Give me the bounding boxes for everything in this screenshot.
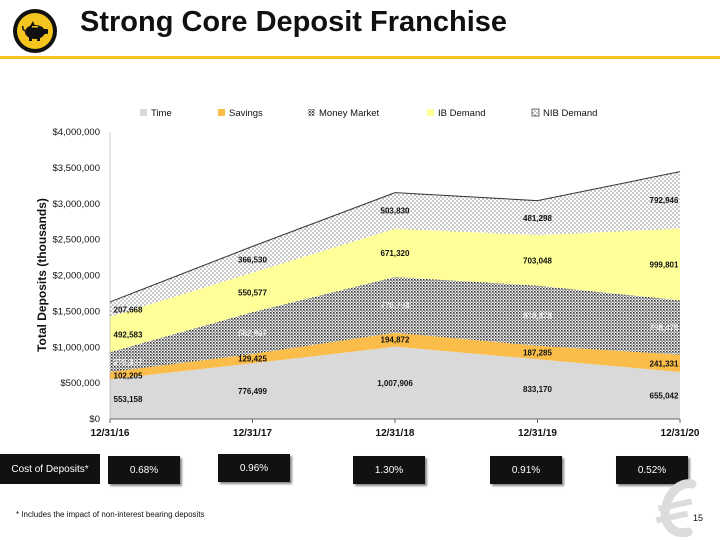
- data-label-time: 553,158: [114, 395, 143, 404]
- data-label-ib-demand: 671,320: [381, 249, 410, 258]
- data-label-ib-demand: 492,583: [114, 330, 143, 339]
- data-label-savings: 102,205: [114, 372, 143, 381]
- data-label-time: 655,042: [650, 392, 679, 401]
- data-label-money-market: 838,378: [523, 312, 552, 321]
- cost-of-deposits-2018: 1.30%: [353, 456, 425, 484]
- data-label-ib-demand: 999,801: [650, 260, 679, 269]
- data-label-money-market: 776,793: [381, 301, 410, 310]
- y-tick-label: $3,000,000: [52, 199, 100, 210]
- y-tick-label: $0: [89, 414, 100, 425]
- logo: [13, 9, 57, 53]
- area-ib-demand: [110, 228, 680, 353]
- data-label-time: 1,007,906: [377, 379, 413, 388]
- cost-of-deposits-2017: 0.96%: [218, 454, 290, 482]
- legend-swatch-time: [140, 109, 147, 116]
- legend-label-nib-demand: NIB Demand: [543, 108, 597, 119]
- page-number: 15: [693, 513, 704, 523]
- legend-swatch-money-market: [308, 109, 315, 116]
- data-label-nib-demand: 366,530: [238, 256, 267, 265]
- x-tick-label: 12/31/17: [233, 428, 272, 439]
- legend-label-ib-demand: IB Demand: [438, 108, 486, 119]
- y-tick-label: $1,500,000: [52, 306, 100, 317]
- legend-label-money-market: Money Market: [319, 108, 380, 119]
- data-label-ib-demand: 550,577: [238, 288, 267, 297]
- cost-of-deposits-label: Cost of Deposits*: [0, 454, 100, 484]
- data-label-nib-demand: 503,830: [381, 207, 410, 216]
- footnote: * Includes the impact of non-interest be…: [16, 510, 205, 519]
- cost-of-deposits-2020: 0.52%: [616, 456, 688, 484]
- data-label-savings: 241,331: [650, 359, 679, 368]
- title-underline: [0, 56, 720, 59]
- deposits-chart: $0 $500,000 $1,000,000 $1,500,000 $2,000,000…: [52, 108, 700, 439]
- legend-swatch-ib-demand: [427, 109, 434, 116]
- data-label-time: 833,170: [523, 385, 552, 394]
- x-tick-label: 12/31/19: [518, 428, 557, 439]
- area-savings: [110, 332, 680, 380]
- y-tick-label: $2,000,000: [52, 271, 100, 282]
- data-label-money-market: 758,479: [650, 323, 679, 332]
- data-label-money-market: 582,907: [238, 329, 267, 338]
- area-nib-demand: [110, 171, 680, 317]
- x-tick-label: 12/31/16: [91, 428, 130, 439]
- data-label-money-market: 276,337: [114, 358, 143, 367]
- page-title: Strong Core Deposit Franchise: [80, 6, 508, 38]
- cost-of-deposits-2016: 0.68%: [108, 456, 180, 484]
- data-label-nib-demand: 792,946: [650, 196, 679, 205]
- stack-top-line: [109, 171, 681, 303]
- data-label-nib-demand: 481,298: [523, 214, 552, 223]
- legend-label-time: Time: [151, 108, 172, 119]
- y-tick-label: $2,500,000: [52, 235, 100, 246]
- area-time: [110, 346, 680, 419]
- data-label-time: 776,499: [238, 387, 267, 396]
- legend-swatch-savings: [218, 109, 225, 116]
- legend-label-savings: Savings: [229, 108, 263, 119]
- x-tick-label: 12/31/20: [661, 428, 700, 439]
- y-tick-label: $3,500,000: [52, 163, 100, 174]
- data-label-savings: 129,425: [238, 355, 267, 364]
- piggy-bank-icon: [17, 13, 53, 49]
- logo-watermark-icon: [655, 479, 697, 538]
- cost-of-deposits-2019: 0.91%: [490, 456, 562, 484]
- y-tick-label: $1,000,000: [52, 342, 100, 353]
- data-label-ib-demand: 703,048: [523, 256, 552, 265]
- data-label-nib-demand: 207,668: [114, 305, 143, 314]
- data-label-savings: 187,285: [523, 349, 552, 358]
- y-axis-label: Total Deposits (thousands): [35, 198, 49, 352]
- area-money-market: [110, 276, 680, 372]
- y-tick-label: $500,000: [60, 378, 100, 389]
- y-tick-label: $4,000,000: [52, 127, 100, 138]
- x-tick-label: 12/31/18: [376, 428, 415, 439]
- legend-swatch-nib-demand: [531, 108, 540, 117]
- data-label-savings: 194,872: [381, 336, 410, 345]
